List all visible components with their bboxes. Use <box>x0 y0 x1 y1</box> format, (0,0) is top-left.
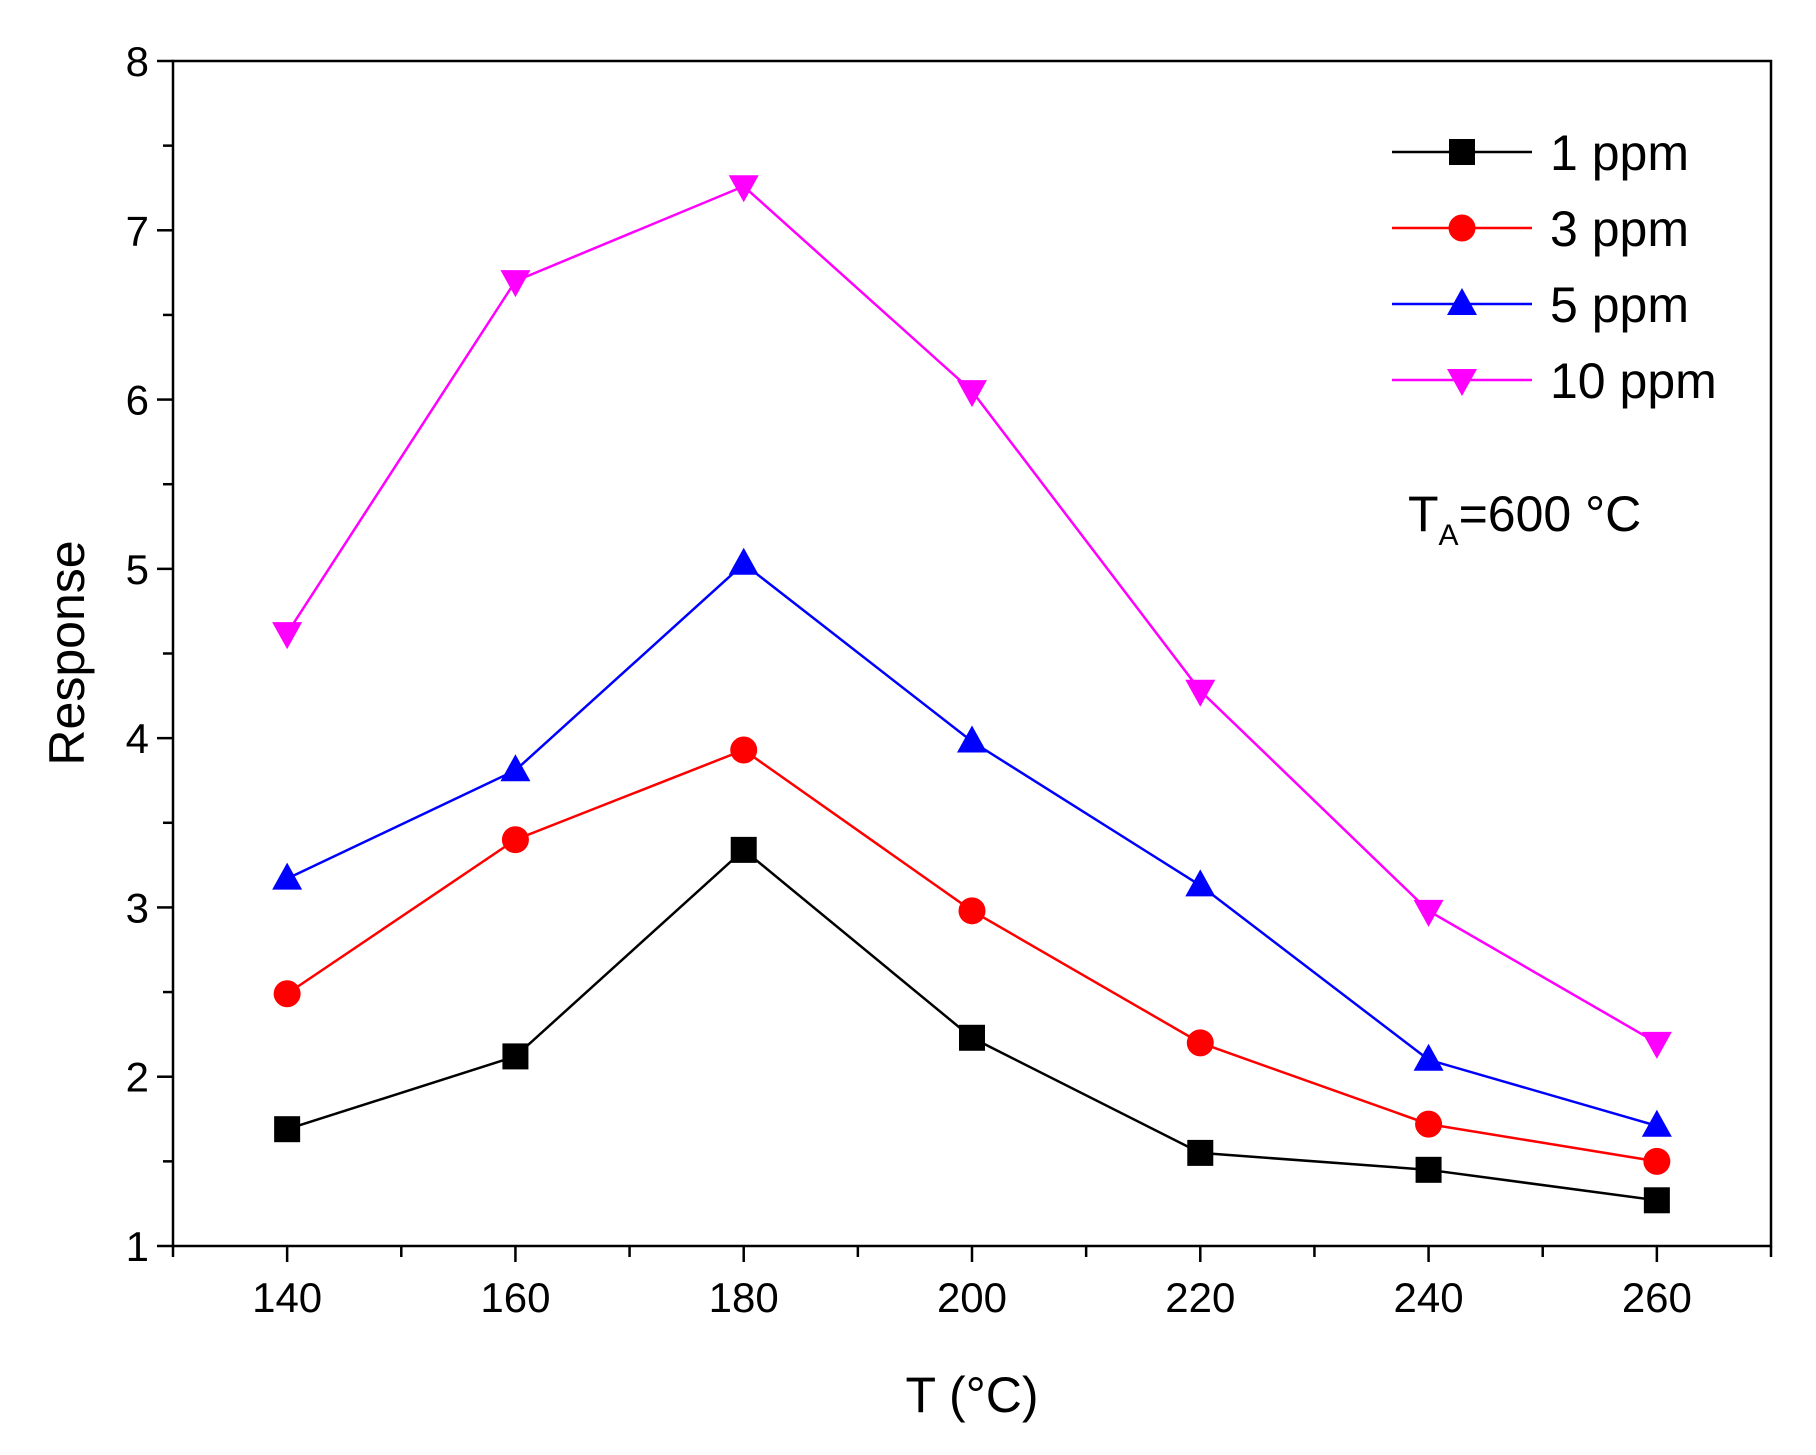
y-tick-label: 8 <box>126 38 149 85</box>
legend-label: 5 ppm <box>1550 277 1689 333</box>
x-tick-label: 240 <box>1394 1274 1464 1321</box>
series-layer <box>272 175 1672 1214</box>
y-axis-ticks: 1 2 3 4 5 6 7 8 <box>126 38 173 1270</box>
data-point <box>1413 899 1444 927</box>
series-line <box>286 748 1658 1163</box>
data-point <box>959 1024 985 1051</box>
data-point <box>272 622 303 650</box>
series-5-ppm <box>272 547 1672 1137</box>
x-axis-ticks: 140 160 180 200 220 240 260 <box>171 1246 1773 1321</box>
y-tick-label: 5 <box>126 546 149 593</box>
legend-item: 10 ppm <box>1392 353 1717 409</box>
y-tick-label: 7 <box>126 207 149 254</box>
legend-swatch-marker <box>1449 139 1475 165</box>
data-point <box>1187 1139 1214 1166</box>
x-tick-label: 260 <box>1622 1274 1692 1321</box>
data-point <box>500 754 531 782</box>
legend-item: 1 ppm <box>1392 125 1689 181</box>
data-point <box>1643 1187 1670 1214</box>
legend-label: 10 ppm <box>1550 353 1717 409</box>
data-point <box>501 826 529 854</box>
plot-frame <box>171 59 1773 1248</box>
data-point <box>1186 1029 1214 1057</box>
data-point <box>957 380 987 408</box>
data-point <box>1413 1043 1444 1071</box>
legend-swatch-marker <box>1448 214 1476 242</box>
legend: 1 ppm 3 ppm 5 ppm 10 ppm <box>1392 125 1717 409</box>
x-tick-label: 140 <box>252 1274 322 1321</box>
data-point <box>730 836 757 863</box>
legend-label: 3 ppm <box>1550 201 1689 257</box>
x-tick-label: 180 <box>709 1274 779 1321</box>
data-point <box>274 1116 301 1143</box>
data-point <box>958 897 986 925</box>
x-axis-title: T (°C) <box>906 1367 1039 1423</box>
data-point <box>1641 1109 1672 1137</box>
series-3-ppm <box>273 736 1671 1175</box>
y-tick-label: 2 <box>126 1054 149 1101</box>
x-tick-label: 200 <box>937 1274 1007 1321</box>
x-tick-label: 220 <box>1165 1274 1235 1321</box>
data-point <box>272 862 303 890</box>
data-point <box>273 980 301 1008</box>
data-point <box>957 725 987 753</box>
series-1-ppm <box>274 836 1670 1214</box>
y-tick-label: 1 <box>126 1223 149 1270</box>
y-tick-label: 3 <box>126 884 149 931</box>
data-point <box>1185 869 1216 897</box>
data-point <box>728 175 759 203</box>
legend-item: 5 ppm <box>1392 277 1689 333</box>
data-point <box>1415 1156 1442 1183</box>
legend-swatch-marker <box>1447 288 1477 315</box>
x-tick-label: 160 <box>480 1274 550 1321</box>
data-point <box>500 270 531 298</box>
data-point <box>1641 1031 1672 1059</box>
y-axis-title: Response <box>39 540 95 765</box>
data-point <box>1643 1147 1671 1175</box>
data-point <box>502 1043 529 1070</box>
data-point <box>1185 679 1216 707</box>
legend-swatch-marker <box>1447 369 1477 396</box>
data-point <box>1415 1110 1443 1138</box>
legend-label: 1 ppm <box>1550 125 1689 181</box>
y-tick-label: 6 <box>126 377 149 424</box>
data-point <box>728 547 759 575</box>
y-tick-label: 4 <box>126 715 149 762</box>
data-point <box>730 736 758 764</box>
annealing-temp-annotation: TA=600 °C <box>1408 486 1641 552</box>
legend-item: 3 ppm <box>1392 201 1689 257</box>
series-10-ppm <box>272 175 1672 1059</box>
